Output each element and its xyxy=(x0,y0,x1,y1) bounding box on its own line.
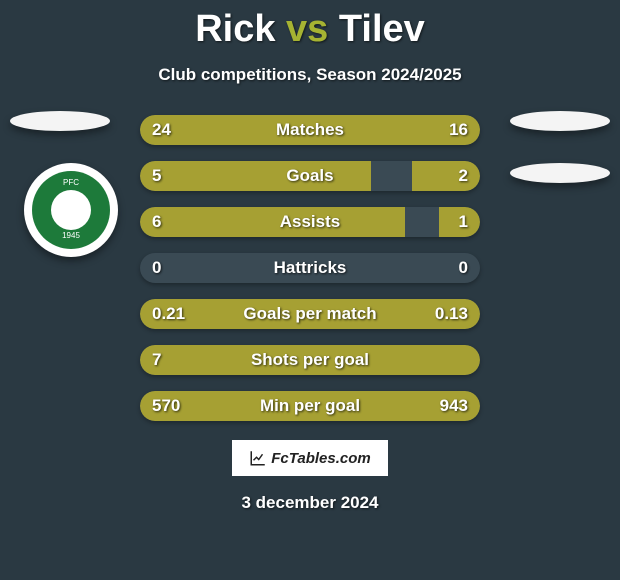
stat-label: Goals per match xyxy=(140,299,480,329)
stat-row: 0Hattricks0 xyxy=(140,253,480,283)
stat-label: Assists xyxy=(140,207,480,237)
stat-label: Min per goal xyxy=(140,391,480,421)
stat-label: Shots per goal xyxy=(140,345,480,375)
club-badge-inner: PFC 1945 xyxy=(32,171,110,249)
club-badge: PFC 1945 xyxy=(24,163,118,257)
stat-label: Matches xyxy=(140,115,480,145)
player1-name: Rick xyxy=(195,8,275,50)
subtitle: Club competitions, Season 2024/2025 xyxy=(0,65,620,85)
stat-label: Hattricks xyxy=(140,253,480,283)
vs-text: vs xyxy=(286,8,328,50)
footer-date: 3 december 2024 xyxy=(0,493,620,513)
stat-row: 570Min per goal943 xyxy=(140,391,480,421)
stat-value-right: 1 xyxy=(459,207,468,237)
footer-brand[interactable]: FcTables.com xyxy=(231,439,389,477)
stat-value-right: 0 xyxy=(459,253,468,283)
club-eagle-icon xyxy=(51,190,91,230)
comparison-title: Rick vs Tilev xyxy=(0,0,620,51)
player2-name: Tilev xyxy=(339,8,425,50)
chart-icon xyxy=(249,449,267,467)
stat-value-right: 2 xyxy=(459,161,468,191)
stat-value-right: 16 xyxy=(449,115,468,145)
stat-row: 6Assists1 xyxy=(140,207,480,237)
stat-value-right: 943 xyxy=(440,391,468,421)
player2-avatar-placeholder-2 xyxy=(510,163,610,183)
club-year: 1945 xyxy=(62,232,80,241)
stat-row: 7Shots per goal xyxy=(140,345,480,375)
stat-bars: 24Matches16 5Goals2 6Assists1 0Hattricks0 0.… xyxy=(140,115,480,421)
player1-avatar-placeholder xyxy=(10,111,110,131)
club-name-top: PFC xyxy=(63,179,79,188)
stat-value-right: 0.13 xyxy=(435,299,468,329)
stat-row: 0.21Goals per match0.13 xyxy=(140,299,480,329)
stat-row: 24Matches16 xyxy=(140,115,480,145)
stat-row: 5Goals2 xyxy=(140,161,480,191)
comparison-stage: PFC 1945 24Matches16 5Goals2 6Assists1 0Hat… xyxy=(0,115,620,421)
footer-brand-text: FcTables.com xyxy=(271,450,370,467)
player2-avatar-placeholder-1 xyxy=(510,111,610,131)
stat-label: Goals xyxy=(140,161,480,191)
